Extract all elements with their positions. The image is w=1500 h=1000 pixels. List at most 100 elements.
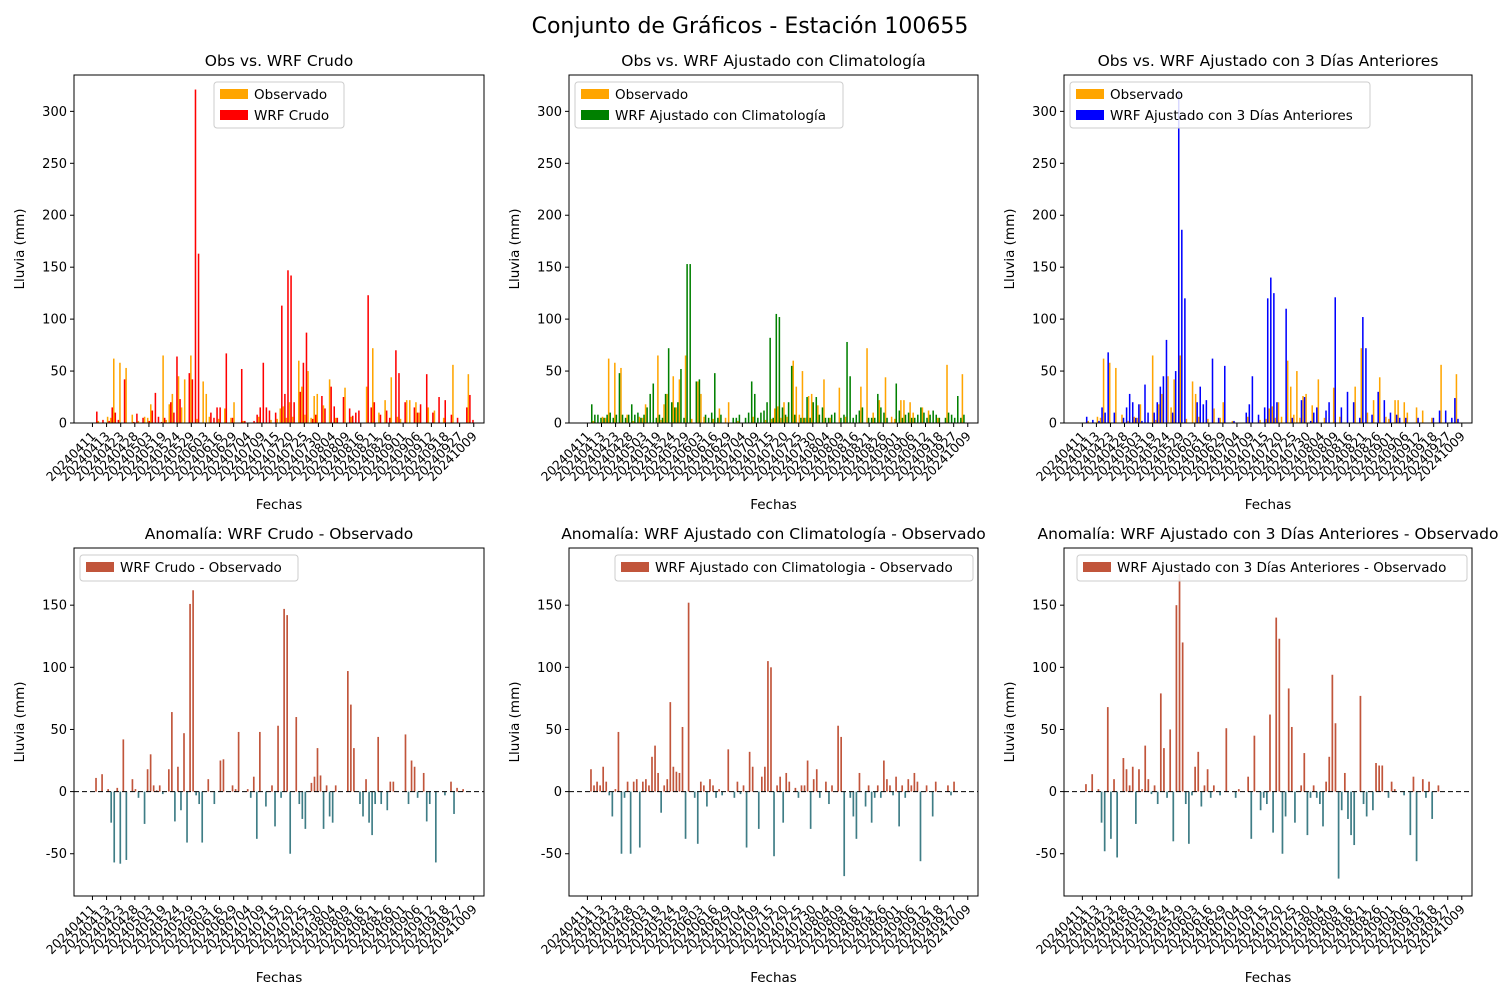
bar-anomaly	[1300, 785, 1303, 792]
bar-wrf	[763, 410, 765, 423]
bar-wrf	[385, 410, 388, 423]
bar-observado	[224, 408, 226, 423]
bar-wrf	[667, 348, 670, 423]
bar-observado	[644, 404, 647, 423]
bar-observado	[727, 402, 730, 423]
bar-wrf	[760, 412, 762, 423]
bar-anomaly	[947, 785, 949, 792]
bar-wrf	[1276, 402, 1278, 423]
bar-observado	[829, 417, 831, 423]
bar-observado	[427, 407, 430, 423]
bar-anomaly	[213, 791, 216, 805]
y-tick-label: 0	[1049, 417, 1057, 432]
bar-wrf	[416, 412, 419, 423]
bar-anomaly	[706, 791, 708, 807]
bar-observado	[146, 417, 149, 423]
bar-wrf	[1291, 417, 1294, 423]
bar-observado	[1191, 381, 1194, 423]
bar-anomaly	[666, 779, 669, 792]
bar-anomaly	[879, 791, 882, 798]
bar-observado	[1099, 417, 1102, 423]
bar-anomaly	[825, 781, 827, 792]
bar-anomaly	[1325, 781, 1327, 792]
bar-wrf	[1131, 402, 1134, 423]
bar-wrf	[456, 417, 459, 423]
bar-observado	[817, 405, 819, 423]
bar-anomaly	[663, 785, 666, 792]
bar-anomaly	[1181, 642, 1184, 792]
x-axis-label: Fechas	[256, 497, 303, 513]
bar-anomaly	[687, 602, 690, 792]
bar-anomaly	[301, 791, 304, 819]
bar-wrf	[953, 417, 956, 423]
bar-observado	[384, 400, 386, 423]
bar-wrf	[923, 412, 925, 423]
bar-anomaly	[1362, 791, 1365, 805]
bar-anomaly	[876, 785, 879, 792]
bar-anomaly	[773, 791, 775, 857]
bar-wrf	[1312, 412, 1315, 423]
bar-observado	[1440, 364, 1442, 423]
bar-anomaly	[368, 791, 370, 823]
bar-anomaly	[231, 785, 234, 792]
bar-anomaly	[1350, 791, 1352, 836]
bar-anomaly	[274, 791, 276, 827]
bar-wrf	[259, 407, 261, 423]
bar-observado	[291, 416, 294, 423]
bar-anomaly	[1103, 791, 1106, 852]
bar-wrf	[111, 407, 113, 423]
bar-observado	[433, 410, 436, 423]
bar-anomaly	[779, 776, 781, 792]
bar-wrf	[1328, 402, 1330, 423]
bar-anomaly	[1147, 779, 1150, 792]
legend-swatch	[621, 562, 649, 572]
bar-anomaly	[1175, 605, 1178, 792]
bar-anomaly	[152, 785, 155, 792]
bar-anomaly	[113, 791, 116, 863]
bar-wrf	[661, 417, 664, 423]
bar-anomaly	[657, 772, 659, 792]
bar-anomaly	[651, 756, 653, 792]
bar-wrf	[1101, 407, 1103, 423]
bar-wrf	[609, 412, 611, 423]
bar-wrf	[1092, 419, 1094, 423]
bar-anomaly	[1269, 714, 1271, 792]
bar-observado	[1096, 416, 1099, 423]
bar-anomaly	[828, 791, 830, 805]
bar-anomaly	[416, 791, 419, 798]
bar-anomaly	[648, 785, 650, 792]
bar-observado	[1222, 402, 1225, 423]
bar-wrf	[957, 395, 959, 423]
bar-anomaly	[167, 769, 170, 792]
y-tick-label: 300	[537, 105, 562, 120]
bar-wrf	[652, 383, 655, 423]
bar-wrf	[867, 417, 870, 423]
bar-observado	[168, 404, 171, 423]
bar-anomaly	[767, 661, 769, 792]
bar-anomaly	[870, 791, 873, 823]
bar-observado	[1280, 416, 1283, 423]
bar-anomaly	[1110, 791, 1112, 839]
bar-observado	[190, 355, 192, 423]
bar-wrf	[314, 414, 317, 423]
bar-wrf	[1162, 376, 1165, 423]
y-tick-label: 50	[545, 365, 562, 380]
bar-wrf	[154, 392, 157, 423]
bar-observado	[780, 417, 782, 423]
bar-anomaly	[428, 791, 431, 805]
bar-wrf	[450, 414, 453, 423]
bar-observado	[872, 412, 874, 423]
bar-anomaly	[629, 791, 632, 854]
x-axis-label: Fechas	[750, 497, 797, 513]
bar-anomaly	[901, 785, 904, 792]
bar-anomaly	[422, 772, 425, 792]
bar-wrf	[1457, 418, 1459, 423]
bar-wrf	[213, 417, 215, 423]
bar-wrf	[1285, 308, 1287, 423]
bar-wrf	[935, 414, 938, 423]
bar-wrf	[630, 404, 633, 423]
bar-anomaly	[1150, 791, 1153, 795]
bar-anomaly	[886, 779, 888, 792]
y-tick-label: 150	[42, 261, 67, 276]
bar-observado	[467, 374, 470, 423]
